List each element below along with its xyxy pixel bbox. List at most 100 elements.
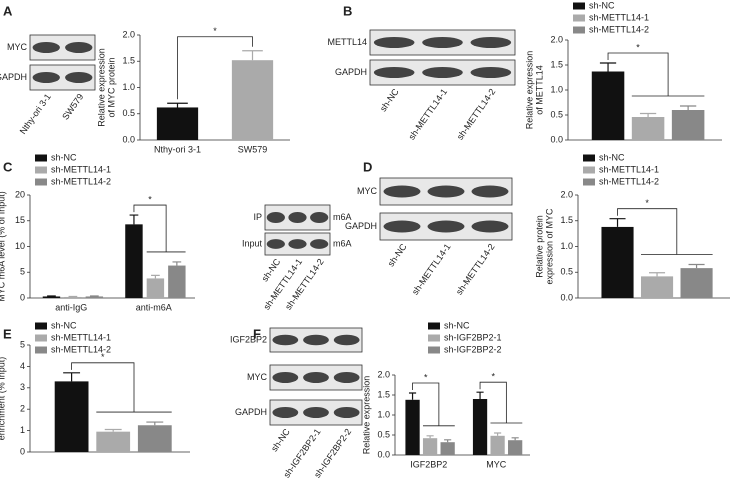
legend-swatch [573,14,585,22]
blot-right-label: m6A [333,212,352,222]
y-tick-label: 0.0 [550,134,563,144]
legend-swatch [428,346,440,354]
significance-bracket [412,382,455,427]
significance-star: * [101,352,105,362]
y-axis-label: Relative protein [534,215,544,278]
panel-letter: A [3,3,13,18]
error-bar [494,432,502,436]
blot-band [383,220,421,233]
significance-star: * [424,372,428,382]
blot-band [333,407,360,418]
y-tick-label: 1.5 [550,59,563,69]
error-bar [146,421,164,426]
blot-band [427,185,465,198]
y-tick-label: 0.0 [560,292,573,302]
bar [96,431,131,452]
y-tick-label: 1.0 [550,84,563,94]
legend-label: sh-METTL14-2 [599,176,659,186]
panel-letter: D [363,159,372,174]
y-tick-label: 10 [15,241,25,251]
y-tick-label: 5 [20,339,25,349]
y-tick-label: 0.5 [122,108,135,118]
error-bar [172,261,182,266]
blot-band [272,334,299,346]
bar [168,265,186,298]
y-tick-label: 0.5 [550,109,563,119]
legend-label: sh-NC [589,0,615,10]
error-bar [426,435,434,439]
blot-band [303,407,329,418]
bar [472,399,488,455]
bar [440,442,455,455]
y-tick-label: 20 [15,189,25,199]
significance-star: * [213,26,217,36]
blot-band [310,239,329,249]
legend-label: sh-NC [51,320,77,330]
bar [85,296,104,298]
error-bar [679,105,697,110]
lane-label: Nthy-ori 3-1 [18,92,53,136]
blot-right-label: m6A [333,238,352,248]
y-tick-label: 5 [20,267,25,277]
bar [508,440,523,455]
bar [42,296,61,298]
y-tick-label: 1.0 [560,241,573,251]
blot-band [333,334,360,346]
y-tick-label: 1 [20,425,25,435]
lane-label: sh-METTL14-2 [455,87,498,142]
blot-band [303,334,329,346]
error-bar [129,214,139,225]
y-tick-label: 0 [20,446,25,456]
legend-swatch [583,166,595,174]
blot-band [288,212,307,223]
x-tick-label: SW579 [238,144,268,154]
blot-band [65,72,93,83]
bar [680,268,713,298]
error-bar [408,392,417,400]
y-axis-label: Relative expression [524,51,534,130]
legend-swatch [35,166,47,174]
y-tick-label: 2.0 [377,369,390,379]
significance-bracket [617,208,713,255]
significance-bracket [479,381,523,424]
blot-row-label: GAPDH [345,221,377,231]
panel-letter: E [3,326,12,341]
blot-row-label: METTL14 [327,37,367,47]
bar [422,438,438,455]
legend-swatch [583,154,595,162]
y-axis-label: expression of MYC [544,208,554,285]
legend-label: sh-METTL14-1 [51,164,111,174]
lane-label: sh-METTL14-1 [410,242,453,297]
significance-bracket [133,204,186,253]
legend-swatch [35,334,47,342]
bar [125,224,143,298]
legend-label: sh-NC [51,152,77,162]
blot-band [272,407,299,418]
y-tick-label: 1.0 [122,82,135,92]
blot-band [32,72,60,83]
bar [671,110,705,140]
blot-band [470,37,512,48]
blot-band [272,372,299,383]
blot-band [288,239,307,249]
legend-label: sh-IGF2BP2-1 [444,332,502,342]
lane-label: SW579 [60,92,85,122]
significance-bracket [177,36,253,100]
y-tick-label: 0.5 [377,429,390,439]
lane-label: sh-NC [378,86,401,113]
blot-row-label: IGF2BP2 [230,334,267,344]
bar [137,425,172,452]
legend-label: sh-METTL14-1 [51,332,111,342]
y-tick-label: 0 [20,292,25,302]
error-bar [511,437,519,441]
blot-band [471,220,509,233]
blot-band [310,212,329,223]
bar [640,276,674,298]
error-bar [63,372,81,382]
legend-swatch [428,322,440,330]
blot-band [266,239,285,249]
legend-swatch [583,178,595,186]
bar [64,296,82,298]
error-bar [476,391,484,399]
